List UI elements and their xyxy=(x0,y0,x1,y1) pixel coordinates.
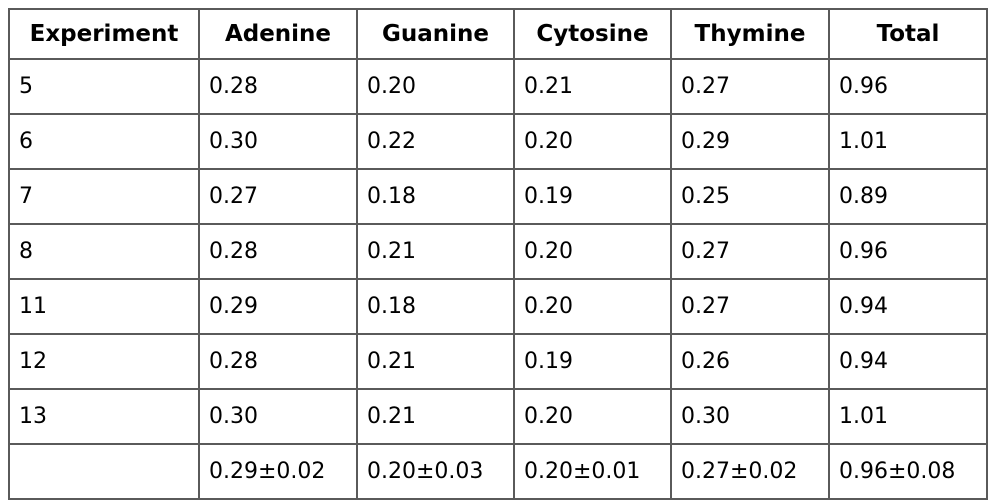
table-cell: 6 xyxy=(8,113,200,170)
table-cell: 13 xyxy=(8,388,200,445)
table-cell: 0.20 xyxy=(513,223,672,280)
table-cell: 11 xyxy=(8,278,200,335)
table-cell: 8 xyxy=(8,223,200,280)
table-cell: 0.27 xyxy=(198,168,358,225)
table-row: 7 0.27 0.18 0.19 0.25 0.89 xyxy=(8,168,988,225)
table-row: 12 0.28 0.21 0.19 0.26 0.94 xyxy=(8,333,988,390)
table-cell: 0.27 xyxy=(670,58,830,115)
column-header-cytosine: Cytosine xyxy=(513,8,672,60)
table-body: 5 0.28 0.20 0.21 0.27 0.96 6 0.30 0.22 0.20 0.29 1.… xyxy=(8,58,988,500)
nucleotide-fractions-table: Experiment Adenine Guanine Cytosine Thymine T… xyxy=(8,8,988,500)
table-row: 0.29±0.02 0.20±0.03 0.20±0.01 0.27±0.02 0.96… xyxy=(8,443,988,500)
table-cell: 7 xyxy=(8,168,200,225)
table-cell: 0.21 xyxy=(356,223,515,280)
table-cell: 0.89 xyxy=(828,168,988,225)
table-cell: 0.19 xyxy=(513,333,672,390)
table-cell: 0.20 xyxy=(513,113,672,170)
table-cell: 5 xyxy=(8,58,200,115)
table-cell: 1.01 xyxy=(828,113,988,170)
table-cell: 0.20 xyxy=(356,58,515,115)
table-cell: 0.20±0.01 xyxy=(513,443,672,500)
table-cell: 0.30 xyxy=(198,113,358,170)
table-cell: 0.27 xyxy=(670,278,830,335)
table-cell xyxy=(8,443,200,500)
table-cell: 0.29 xyxy=(670,113,830,170)
table-cell: 0.28 xyxy=(198,58,358,115)
table-cell: 0.30 xyxy=(198,388,358,445)
table-cell: 0.29 xyxy=(198,278,358,335)
column-header-thymine: Thymine xyxy=(670,8,830,60)
table-cell: 0.21 xyxy=(356,388,515,445)
table-cell: 0.96±0.08 xyxy=(828,443,988,500)
table-cell: 0.21 xyxy=(513,58,672,115)
column-header-total: Total xyxy=(828,8,988,60)
column-header-adenine: Adenine xyxy=(198,8,358,60)
table-cell: 0.25 xyxy=(670,168,830,225)
table-cell: 0.28 xyxy=(198,223,358,280)
table-cell: 0.20 xyxy=(513,388,672,445)
table-cell: 0.22 xyxy=(356,113,515,170)
table-cell: 0.30 xyxy=(670,388,830,445)
table-row: 8 0.28 0.21 0.20 0.27 0.96 xyxy=(8,223,988,280)
table-cell: 12 xyxy=(8,333,200,390)
column-header-guanine: Guanine xyxy=(356,8,515,60)
table-row: 5 0.28 0.20 0.21 0.27 0.96 xyxy=(8,58,988,115)
table-cell: 0.21 xyxy=(356,333,515,390)
table-cell: 0.96 xyxy=(828,223,988,280)
header-row: Experiment Adenine Guanine Cytosine Thymine T… xyxy=(8,8,988,60)
table-row: 6 0.30 0.22 0.20 0.29 1.01 xyxy=(8,113,988,170)
table-cell: 0.27±0.02 xyxy=(670,443,830,500)
table-cell: 0.96 xyxy=(828,58,988,115)
table-cell: 0.29±0.02 xyxy=(198,443,358,500)
table-cell: 0.20 xyxy=(513,278,672,335)
table-cell: 0.18 xyxy=(356,278,515,335)
table-cell: 0.20±0.03 xyxy=(356,443,515,500)
table-row: 13 0.30 0.21 0.20 0.30 1.01 xyxy=(8,388,988,445)
table-cell: 0.19 xyxy=(513,168,672,225)
table-cell: 0.94 xyxy=(828,333,988,390)
column-header-experiment: Experiment xyxy=(8,8,200,60)
table-cell: 0.18 xyxy=(356,168,515,225)
table-cell: 0.94 xyxy=(828,278,988,335)
table-cell: 0.26 xyxy=(670,333,830,390)
table-cell: 0.28 xyxy=(198,333,358,390)
table-cell: 0.27 xyxy=(670,223,830,280)
table-row: 11 0.29 0.18 0.20 0.27 0.94 xyxy=(8,278,988,335)
table-cell: 1.01 xyxy=(828,388,988,445)
